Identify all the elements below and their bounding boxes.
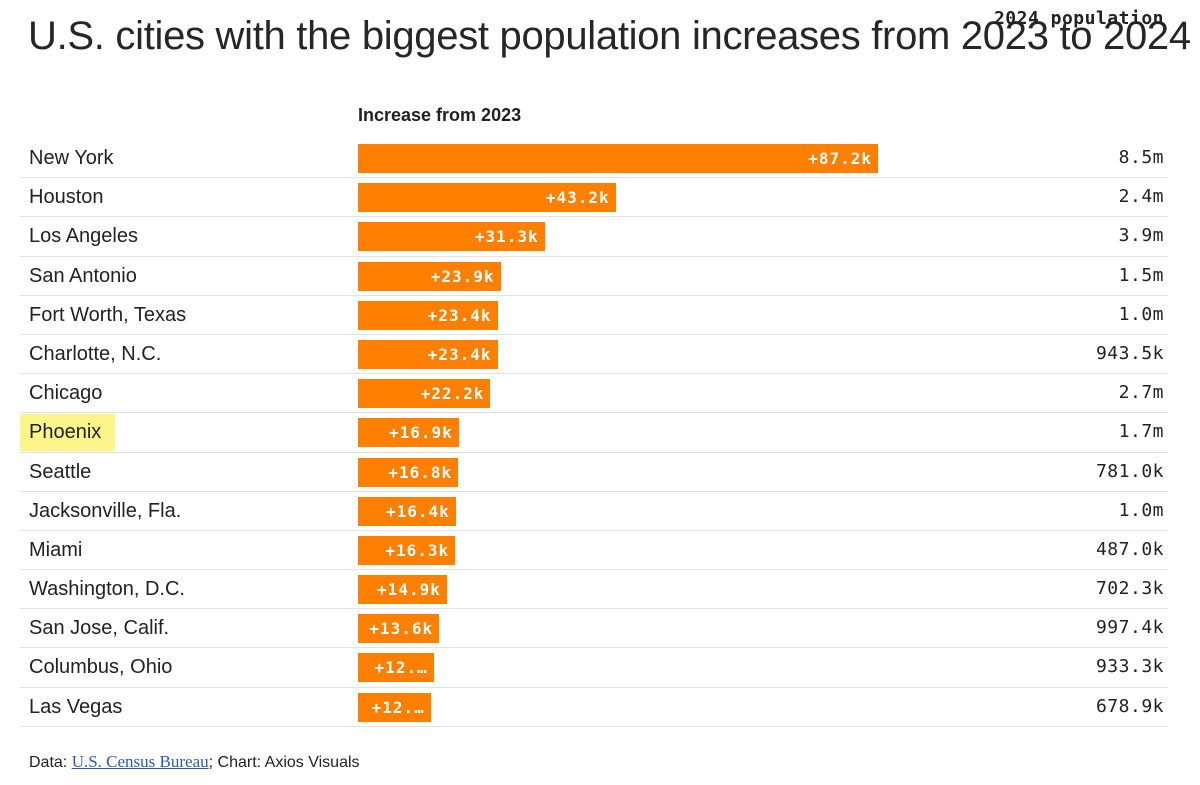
bar-value-label: +23.4k: [427, 344, 492, 364]
city-label: Los Angeles: [29, 225, 138, 248]
bar-value-label: +22.2k: [420, 384, 485, 404]
city-label: San Jose, Calif.: [29, 617, 170, 640]
city-label: Columbus, Ohio: [29, 656, 173, 679]
city-label: Miami: [29, 538, 83, 561]
source-link[interactable]: U.S. Census Bureau: [71, 752, 209, 771]
city-label: New York: [29, 147, 114, 169]
bar-value-label: +14.9k: [377, 580, 441, 600]
bar-value-label: +23.4k: [427, 305, 492, 325]
bar: +31.3k: [358, 222, 545, 252]
bar: +43.2k: [358, 183, 616, 213]
bar-value-label: +13.6k: [369, 619, 434, 639]
population-value: 3.9m: [1118, 225, 1164, 247]
population-value: 1.0m: [1118, 499, 1164, 521]
table-row: Seattle +16.8k 781.0k: [20, 453, 1168, 492]
bar-value-label: +12.…: [371, 697, 425, 717]
city-label: Houston: [29, 186, 104, 209]
population-value: 2.7m: [1118, 382, 1164, 404]
city-label: Charlotte, N.C.: [29, 342, 162, 365]
table-row: Chicago +22.2k 2.7m: [20, 374, 1168, 414]
city-label: Jacksonville, Fla.: [29, 499, 182, 522]
table-row: Los Angeles +31.3k 3.9m: [20, 217, 1168, 257]
population-value: 678.9k: [1095, 695, 1164, 717]
bar-value-label: +87.2k: [808, 149, 872, 168]
bar: +22.2k: [358, 379, 491, 409]
bar: +13.6k: [358, 614, 440, 644]
population-value: 2.4m: [1118, 186, 1164, 208]
bar-value-label: +12.…: [374, 658, 428, 678]
population-value: 1.5m: [1118, 264, 1164, 286]
table-row: Charlotte, N.C. +23.4k 943.5k: [20, 335, 1168, 375]
population-column-header: 2024 population: [993, 8, 1164, 29]
chart-title: U.S. cities with the biggest population …: [28, 14, 1191, 58]
population-value: 8.5m: [1118, 147, 1164, 168]
table-row: Washington, D.C. +14.9k 702.3k: [20, 570, 1168, 610]
bar: +12.…: [358, 692, 431, 722]
bar-value-label: +31.3k: [474, 227, 539, 247]
population-value: 487.0k: [1095, 538, 1164, 560]
population-value: 943.5k: [1095, 342, 1164, 364]
table-row: Columbus, Ohio +12.… 933.3k: [20, 648, 1168, 688]
bar: +16.8k: [358, 457, 459, 487]
population-value: 933.3k: [1095, 656, 1164, 678]
population-value: 1.0m: [1118, 303, 1164, 325]
bar: +12.…: [358, 653, 434, 683]
bar-value-label: +16.9k: [388, 423, 453, 443]
bar: +87.2k: [358, 144, 878, 173]
bar: +23.4k: [358, 300, 498, 330]
bar: +16.4k: [358, 496, 456, 526]
table-row: Fort Worth, Texas +23.4k 1.0m: [20, 296, 1168, 335]
population-value: 997.4k: [1095, 617, 1164, 639]
bar-value-label: +16.8k: [388, 462, 453, 482]
bar-value-label: +16.3k: [385, 540, 450, 560]
population-value: 702.3k: [1095, 578, 1164, 600]
table-row: Houston +43.2k 2.4m: [20, 178, 1168, 218]
bar: +16.9k: [358, 418, 459, 448]
table-row: Jacksonville, Fla. +16.4k 1.0m: [20, 492, 1168, 531]
city-label: Washington, D.C.: [29, 578, 185, 601]
city-label: Las Vegas: [29, 695, 123, 718]
bar: +16.3k: [358, 535, 456, 565]
increase-column-header: Increase from 2023: [358, 105, 522, 125]
population-value: 781.0k: [1095, 460, 1164, 482]
bar-value-label: +23.9k: [430, 266, 495, 286]
chart-rows: New York +87.2k 8.5m Houston +43.2k 2.4m Los A…: [20, 139, 1168, 727]
footer-prefix: Data:: [29, 754, 72, 771]
table-row: Phoenix +16.9k 1.7m: [20, 413, 1168, 453]
bar: +23.4k: [358, 339, 498, 369]
bar-value-label: +16.4k: [386, 501, 450, 521]
bar: +23.9k: [358, 261, 501, 291]
table-row: Las Vegas +12.… 678.9k: [20, 688, 1168, 727]
table-row: New York +87.2k 8.5m: [20, 139, 1168, 179]
bar-value-label: +43.2k: [545, 188, 610, 208]
city-label: Fort Worth, Texas: [29, 303, 187, 326]
chart-footer: Data: U.S. Census Bureau; Chart: Axios V…: [29, 752, 360, 772]
bar: +14.9k: [358, 575, 447, 605]
city-label: Phoenix: [20, 414, 116, 452]
table-row: San Jose, Calif. +13.6k 997.4k: [20, 609, 1168, 649]
city-label: Seattle: [29, 460, 92, 483]
table-row: San Antonio +23.9k 1.5m: [20, 257, 1168, 296]
table-row: Miami +16.3k 487.0k: [20, 531, 1168, 571]
city-label: San Antonio: [29, 264, 137, 287]
city-label: Chicago: [29, 382, 103, 405]
footer-suffix: ; Chart: Axios Visuals: [208, 754, 360, 771]
population-value: 1.7m: [1118, 421, 1164, 443]
